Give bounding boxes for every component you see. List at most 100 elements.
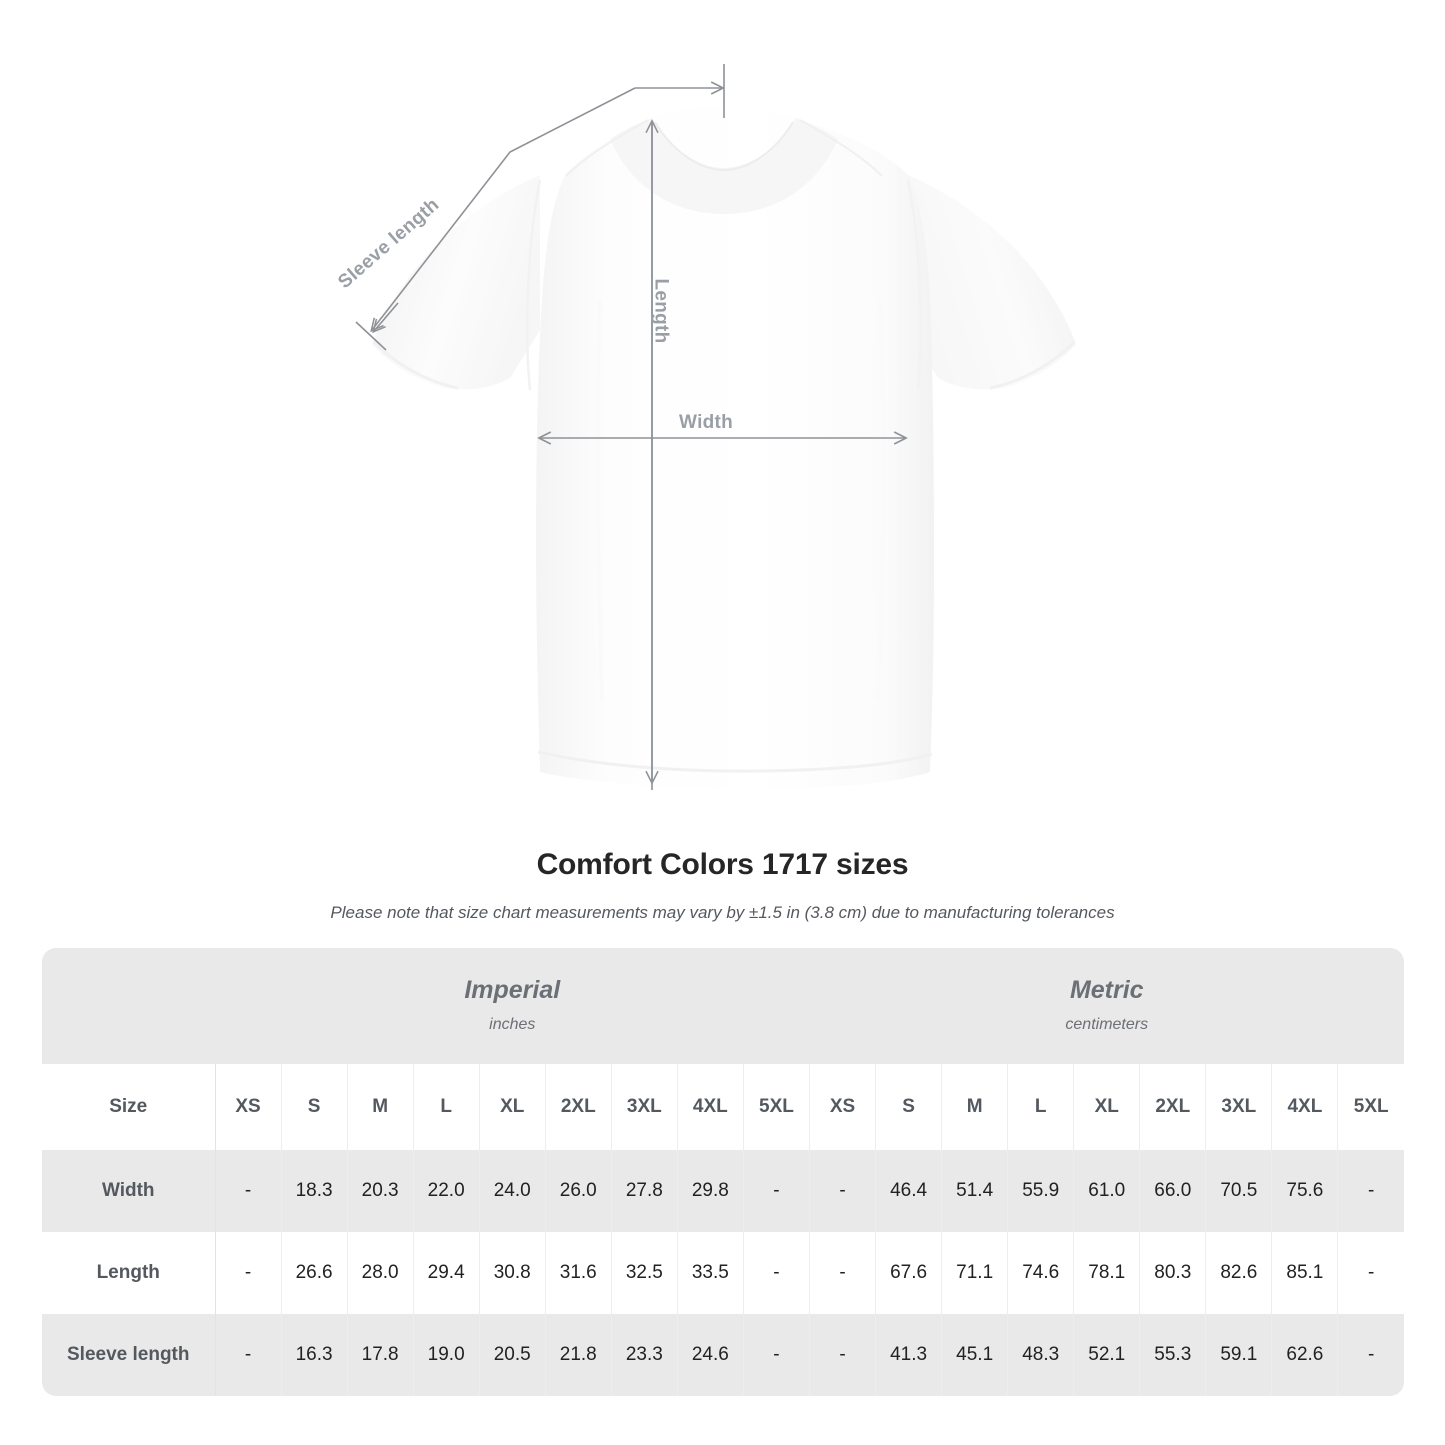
cell-sleeve-length-imperial-4xl: 24.6	[677, 1314, 744, 1396]
cell-sleeve-length-imperial-xl: 20.5	[479, 1314, 546, 1396]
cell-width-imperial-5xl: -	[743, 1150, 811, 1232]
cell-sleeve-length-imperial-m: 17.8	[347, 1314, 414, 1396]
cell-length-imperial-4xl: 33.5	[677, 1232, 744, 1314]
table-row: Sleeve length -16.3 17.8 19.0 20.5 21.8 23.3 24…	[42, 1314, 1404, 1396]
page-title: Comfort Colors 1717 sizes	[536, 848, 909, 881]
cell-width-imperial-s: 18.3	[281, 1150, 348, 1232]
cell-width-imperial-2xl: 26.0	[545, 1150, 612, 1232]
cell-width-imperial-3xl: 27.8	[611, 1150, 678, 1232]
cell-width-metric-3xl: 70.5	[1205, 1150, 1273, 1232]
cell-width-metric-4xl: 75.6	[1271, 1150, 1339, 1232]
cell-sleeve-length-imperial-l: 19.0	[413, 1314, 480, 1396]
cell-length-metric-2xl: 80.3	[1139, 1232, 1207, 1314]
width-label: Width	[679, 412, 734, 433]
cell-length-imperial-xl: 30.8	[479, 1232, 546, 1314]
tshirt-illustration	[355, 64, 1076, 790]
column-header-metric-2xl: 2XL	[1139, 1064, 1207, 1150]
row-label-length: Length	[42, 1232, 216, 1314]
cell-sleeve-length-imperial-xs: -	[215, 1314, 282, 1396]
size-header-row: Size XS S M L XL 2XL 3XL 4XL 5XL XS S M L XL 2XL 3XL 4XL 5…	[42, 1064, 1404, 1150]
title-block: Comfort Colors 1717 sizes Please note th…	[0, 845, 1445, 925]
cell-length-metric-s: 67.6	[875, 1232, 943, 1314]
cell-sleeve-length-metric-3xl: 59.1	[1205, 1314, 1273, 1396]
cell-sleeve-length-imperial-5xl: -	[743, 1314, 811, 1396]
column-header-imperial-m: M	[347, 1064, 414, 1150]
column-header-imperial-4xl: 4XL	[677, 1064, 744, 1150]
unit-header-spacer	[42, 948, 215, 1064]
length-label: Length	[650, 278, 672, 344]
cell-sleeve-length-metric-s: 41.3	[875, 1314, 943, 1396]
cell-length-metric-3xl: 82.6	[1205, 1232, 1273, 1314]
unit-subtitle: centimeters	[1065, 1016, 1149, 1033]
cell-sleeve-length-imperial-3xl: 23.3	[611, 1314, 678, 1396]
column-header-metric-l: L	[1007, 1064, 1075, 1150]
cell-length-imperial-2xl: 31.6	[545, 1232, 612, 1314]
cell-length-imperial-s: 26.6	[281, 1232, 348, 1314]
column-header-metric-xl: XL	[1073, 1064, 1141, 1150]
column-header-metric-3xl: 3XL	[1205, 1064, 1273, 1150]
cell-sleeve-length-metric-5xl: -	[1337, 1314, 1404, 1396]
cell-width-imperial-4xl: 29.8	[677, 1150, 744, 1232]
cell-length-imperial-m: 28.0	[347, 1232, 414, 1314]
cell-length-imperial-l: 29.4	[413, 1232, 480, 1314]
cell-sleeve-length-imperial-2xl: 21.8	[545, 1314, 612, 1396]
column-header-imperial-5xl: 5XL	[743, 1064, 811, 1150]
cell-length-metric-m: 71.1	[941, 1232, 1009, 1314]
cell-width-metric-2xl: 66.0	[1139, 1150, 1207, 1232]
unit-name: Metric	[1069, 976, 1144, 1004]
measurement-annotations	[355, 64, 905, 790]
cell-length-metric-xs: -	[809, 1232, 877, 1314]
tolerance-note: Please note that size chart measurements…	[330, 903, 1115, 922]
column-header-imperial-s: S	[281, 1064, 348, 1150]
unit-header-imperial: Imperial inches	[215, 948, 810, 1064]
column-header-size: Size	[42, 1064, 216, 1150]
cell-length-imperial-3xl: 32.5	[611, 1232, 678, 1314]
unit-subtitle: inches	[489, 1016, 536, 1033]
column-header-metric-4xl: 4XL	[1271, 1064, 1339, 1150]
cell-sleeve-length-metric-l: 48.3	[1007, 1314, 1075, 1396]
row-label-width: Width	[42, 1150, 216, 1232]
unit-name: Imperial	[464, 976, 561, 1004]
cell-width-metric-xl: 61.0	[1073, 1150, 1141, 1232]
column-header-metric-5xl: 5XL	[1337, 1064, 1404, 1150]
column-header-imperial-xl: XL	[479, 1064, 546, 1150]
shirt-shape	[372, 107, 1076, 789]
cell-length-metric-xl: 78.1	[1073, 1232, 1141, 1314]
cell-sleeve-length-metric-xs: -	[809, 1314, 877, 1396]
table-row: Width -18.3 20.3 22.0 24.0 26.0 27.8 29.8- -46.4…	[42, 1150, 1404, 1232]
size-chart-table-container: Imperial inches Metric centimeters Size XS S M L…	[42, 948, 1404, 1396]
cell-width-metric-l: 55.9	[1007, 1150, 1075, 1232]
column-header-metric-s: S	[875, 1064, 943, 1150]
cell-width-metric-xs: -	[809, 1150, 877, 1232]
cell-length-metric-l: 74.6	[1007, 1232, 1075, 1314]
cell-width-imperial-l: 22.0	[413, 1150, 480, 1232]
unit-header-row: Imperial inches Metric centimeters	[42, 948, 1404, 1064]
cell-sleeve-length-metric-4xl: 62.6	[1271, 1314, 1339, 1396]
cell-length-metric-4xl: 85.1	[1271, 1232, 1339, 1314]
cell-width-metric-5xl: -	[1337, 1150, 1404, 1232]
cell-width-imperial-m: 20.3	[347, 1150, 414, 1232]
cell-width-metric-s: 46.4	[875, 1150, 943, 1232]
sleeve-length-dimension	[355, 64, 725, 351]
cell-length-metric-5xl: -	[1337, 1232, 1404, 1314]
cell-sleeve-length-metric-2xl: 55.3	[1139, 1314, 1207, 1396]
cell-width-imperial-xl: 24.0	[479, 1150, 546, 1232]
column-header-imperial-xs: XS	[215, 1064, 282, 1150]
column-header-metric-m: M	[941, 1064, 1009, 1150]
cell-sleeve-length-imperial-s: 16.3	[281, 1314, 348, 1396]
table-row: Length -26.6 28.0 29.4 30.8 31.6 32.5 33.5- -67.…	[42, 1232, 1404, 1314]
cell-length-imperial-xs: -	[215, 1232, 282, 1314]
column-header-imperial-2xl: 2XL	[545, 1064, 612, 1150]
cell-length-imperial-5xl: -	[743, 1232, 811, 1314]
size-chart-table: Imperial inches Metric centimeters Size XS S M L…	[42, 948, 1404, 1396]
column-header-imperial-l: L	[413, 1064, 480, 1150]
cell-sleeve-length-metric-xl: 52.1	[1073, 1314, 1141, 1396]
row-label-sleeve-length: Sleeve length	[42, 1314, 216, 1396]
tshirt-diagram: Sleeve length Length Width	[334, 64, 1076, 790]
cell-sleeve-length-metric-m: 45.1	[941, 1314, 1009, 1396]
column-header-metric-xs: XS	[809, 1064, 877, 1150]
unit-header-metric: Metric centimeters	[809, 948, 1404, 1064]
cell-width-imperial-xs: -	[215, 1150, 282, 1232]
cell-width-metric-m: 51.4	[941, 1150, 1009, 1232]
column-header-imperial-3xl: 3XL	[611, 1064, 678, 1150]
